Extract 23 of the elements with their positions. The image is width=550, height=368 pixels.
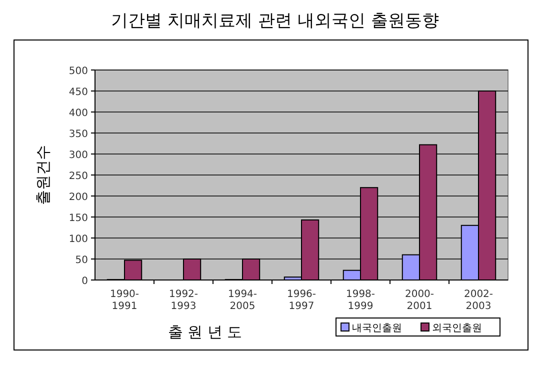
y-axis-title: 출원건수 <box>34 145 52 205</box>
y-tick-label: 200 <box>68 192 88 203</box>
y-tick-label: 50 <box>75 255 88 266</box>
y-tick-label: 450 <box>68 87 88 98</box>
chart-title: 기간별 치매치료제 관련 내외국인 출원동향 <box>111 11 439 31</box>
x-axis-title: 출 원 년 도 <box>168 323 242 341</box>
x-tick-label: 1990- 1991 <box>110 289 140 312</box>
legend-label: 내국인출원 <box>352 323 402 334</box>
x-tick-label: 2002- 2003 <box>464 289 494 312</box>
y-tick-label: 400 <box>68 108 88 119</box>
y-tick-label: 500 <box>68 66 88 77</box>
y-tick-label: 250 <box>68 171 88 182</box>
x-tick-label: 1994- 2005 <box>228 289 258 312</box>
y-tick-label: 150 <box>68 213 88 224</box>
y-tick-label: 300 <box>68 150 88 161</box>
y-tick-label: 0 <box>82 276 88 287</box>
x-tick-label: 1996- 1997 <box>286 289 316 312</box>
y-tick-label: 350 <box>68 129 88 140</box>
x-tick-label: 1992- 1993 <box>168 289 198 312</box>
x-tick-label: 2000- 2001 <box>404 289 434 312</box>
x-tick-label: 1998- 1999 <box>346 289 376 312</box>
legend-label: 외국인출원 <box>432 323 482 334</box>
y-tick-label: 100 <box>68 234 88 245</box>
